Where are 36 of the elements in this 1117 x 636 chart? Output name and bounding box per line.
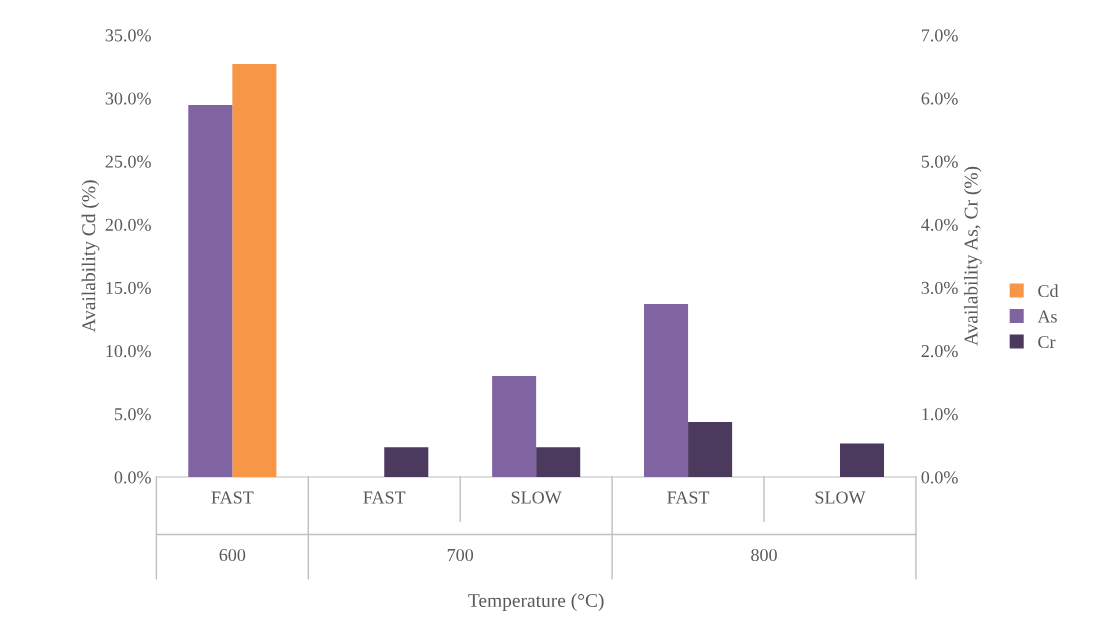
y2-tick-label: 4.0% <box>921 218 958 231</box>
y2-tick-label: 3.0% <box>921 281 958 295</box>
bar <box>536 447 581 477</box>
text: 600 <box>219 548 246 562</box>
y2-tick-label: 0.0% <box>921 471 958 484</box>
x-axis-title: Temperature (°C) <box>468 593 604 612</box>
y-tick-label: 30.0% <box>105 92 151 105</box>
y-tick-label: 15.0% <box>106 281 151 295</box>
legend-label: As <box>1037 310 1057 323</box>
y2-axis-title: Availability As, Cr (%) <box>963 166 982 346</box>
y2-tick-label: 7.0% <box>921 29 958 42</box>
x-tick-label: FAST <box>363 491 406 504</box>
text: 800 <box>751 548 777 562</box>
x-tick-label: FAST <box>667 491 710 504</box>
bar <box>644 303 689 477</box>
y2-tick-label: 6.0% <box>921 92 958 105</box>
bar <box>492 375 537 477</box>
legend-label: Cd <box>1038 284 1059 298</box>
y2-tick-label: 2.0% <box>921 344 958 358</box>
y-tick-label: 5.0% <box>114 408 151 421</box>
legend-label: Cr <box>1038 335 1056 349</box>
x-tick-label: FAST <box>211 491 254 504</box>
y2-tick-label: 1.0% <box>922 408 958 421</box>
y2-tick-label: 5.0% <box>921 155 958 168</box>
x-tick-label: SLOW <box>511 491 562 504</box>
y-tick-label: 20.0% <box>105 218 151 231</box>
y-tick-label: 25.0% <box>105 155 151 168</box>
y-axis-title: Availability Cd (%) <box>81 180 100 333</box>
bar <box>688 422 733 477</box>
bar <box>839 443 885 477</box>
y-tick-label: 0.0% <box>114 471 151 484</box>
bar <box>384 447 429 477</box>
y-tick-label: 35.0% <box>105 29 151 42</box>
y-tick-label: 10.0% <box>106 344 151 358</box>
text: 700 <box>447 548 474 562</box>
x-tick-label: SLOW <box>815 491 866 504</box>
